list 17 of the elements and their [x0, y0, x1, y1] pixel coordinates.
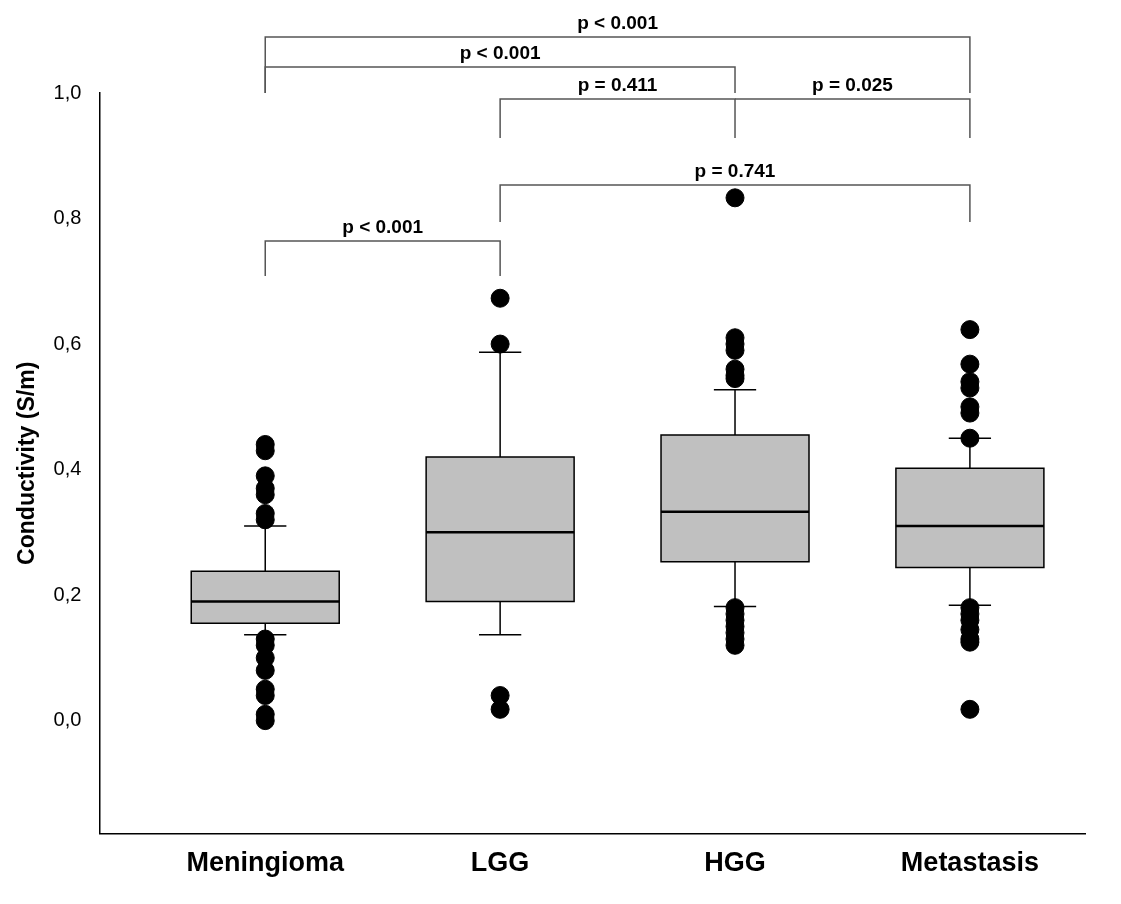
- text: p < 0.001: [577, 12, 659, 33]
- annotation: p < 0.001: [342, 216, 424, 237]
- text: p < 0.001: [459, 42, 541, 63]
- x-tick-label: Metastasis: [900, 847, 1039, 878]
- y-tick-label: 0,2: [53, 582, 82, 605]
- annotation: p = 0.741: [694, 160, 776, 181]
- y-tick-label: 0,8: [53, 206, 82, 229]
- y-tick-label: 0,0: [53, 708, 82, 731]
- y-tick-label: 0,6: [53, 331, 82, 354]
- annotation: p = 0.411: [577, 74, 658, 95]
- x-tick-label: HGG: [704, 847, 766, 878]
- y-tick-label: 0,4: [53, 457, 82, 480]
- annotation: p = 0.025: [812, 74, 894, 95]
- y-axis-title: Conductivity (S/m): [13, 361, 40, 565]
- y-tick-label: 1,0: [53, 80, 82, 103]
- x-tick-label: Meningioma: [186, 847, 345, 878]
- x-tick-label: LGG: [470, 847, 530, 878]
